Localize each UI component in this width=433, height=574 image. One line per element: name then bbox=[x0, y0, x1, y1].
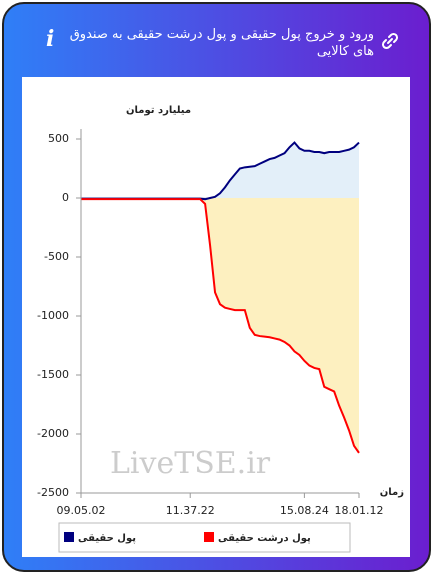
y-tick-label: -500 bbox=[44, 250, 69, 263]
x-tick-label: 09.05.02 bbox=[57, 504, 106, 517]
y-tick-label: -1000 bbox=[37, 309, 69, 322]
info-icon[interactable]: i bbox=[46, 26, 55, 52]
series-line bbox=[81, 198, 360, 454]
x-tick-label: 15.08.24 bbox=[280, 504, 329, 517]
watermark: LiveTSE.ir bbox=[110, 446, 271, 481]
chart: LiveTSE.ir 500 0 -500 -1000 -1500 -2000 -2500 09… bbox=[37, 105, 404, 553]
y-tick-label: -1500 bbox=[37, 368, 69, 381]
legend-swatch bbox=[204, 532, 214, 542]
legend-label: پول حقیقی bbox=[78, 533, 136, 544]
area bbox=[81, 198, 359, 453]
link-icon[interactable] bbox=[381, 32, 399, 50]
chart-panel: LiveTSE.ir 500 0 -500 -1000 -1500 -2000 -2500 09… bbox=[22, 77, 410, 557]
area bbox=[81, 142, 359, 200]
y-tick-label: 500 bbox=[48, 132, 69, 145]
legend-swatch bbox=[64, 532, 74, 542]
x-axis-label: زمان bbox=[380, 487, 404, 498]
x-tick-label: 18.01.12 bbox=[335, 504, 384, 517]
legend-label: پول درشت حقیقی bbox=[218, 533, 311, 544]
x-tick-label: 11.37.22 bbox=[166, 504, 215, 517]
y-axis-label: میلیارد تومان bbox=[126, 105, 191, 116]
y-tick-label: 0 bbox=[62, 191, 69, 204]
chart-title: ورود و خروج پول حقیقی و پول درشت حقیقی ب… bbox=[69, 27, 374, 59]
legend: پول حقیقی پول درشت حقیقی bbox=[58, 522, 351, 553]
y-tick-label: -2000 bbox=[37, 427, 69, 440]
y-tick-label: -2500 bbox=[37, 486, 69, 499]
